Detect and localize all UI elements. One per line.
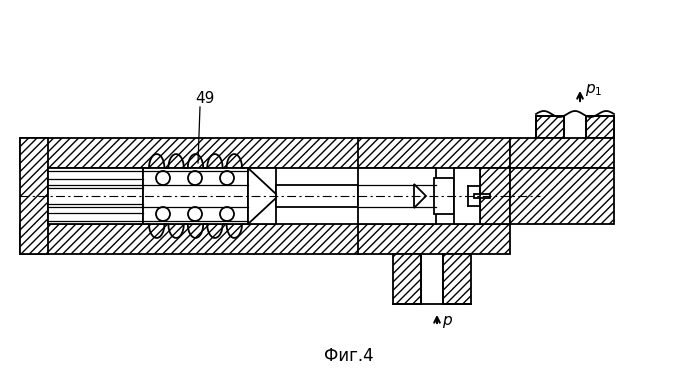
Bar (143, 168, 248, 224)
Bar (20, 138, 48, 254)
Bar (510, 168, 614, 224)
Bar (358, 168, 436, 224)
Bar (358, 138, 510, 168)
Polygon shape (414, 184, 426, 208)
Bar (536, 116, 564, 138)
Bar (248, 168, 276, 224)
Bar (358, 224, 510, 254)
Bar (586, 116, 614, 138)
Bar (443, 254, 471, 304)
Bar (48, 168, 143, 224)
Bar (393, 254, 421, 304)
Text: $p_1$: $p_1$ (585, 82, 603, 98)
Bar (474, 194, 490, 198)
Bar (480, 168, 510, 224)
Bar (510, 138, 614, 168)
Bar (276, 185, 358, 207)
Text: Фиг.4: Фиг.4 (324, 347, 374, 365)
Bar (20, 138, 360, 168)
Bar (20, 224, 360, 254)
Text: $p$: $p$ (442, 314, 453, 330)
Bar (434, 178, 454, 214)
Bar (454, 168, 480, 224)
Text: 49: 49 (195, 91, 215, 106)
